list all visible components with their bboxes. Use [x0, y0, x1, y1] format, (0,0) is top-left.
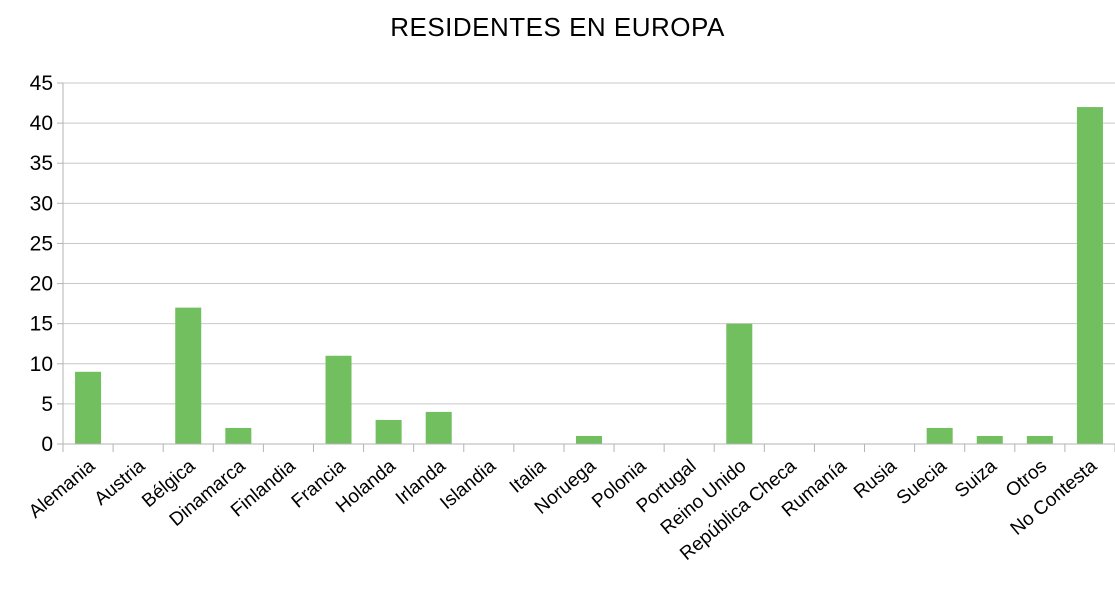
x-tick-labels: AlemaniaAustriaBélgicaDinamarcaFinlandia…: [25, 455, 1101, 564]
y-tick-label: 45: [30, 72, 53, 95]
y-tick-label: 25: [30, 232, 53, 255]
x-tick-label: No Contesta: [1007, 455, 1102, 539]
y-tick-labels: 0 5 10 15 20 25 30 35 40 45: [30, 72, 53, 456]
x-tick-label: Suiza: [951, 455, 1001, 502]
x-tick-label: Rusia: [850, 455, 901, 503]
y-tick-label: 40: [30, 112, 53, 135]
bar: [926, 427, 953, 444]
chart-title: RESIDENTES EN EUROPA: [390, 12, 725, 42]
bar: [425, 411, 452, 444]
y-tick-label: 5: [41, 393, 53, 416]
y-tick-label: 0: [41, 433, 53, 456]
gridlines: [63, 82, 1115, 445]
bar: [175, 307, 202, 444]
y-tick-label: 30: [30, 192, 53, 215]
y-tick-label: 15: [30, 313, 53, 336]
y-tick-label: 20: [30, 273, 53, 296]
bar: [1076, 107, 1103, 445]
bar: [75, 371, 102, 444]
bar: [976, 435, 1003, 444]
y-tick-label: 35: [30, 152, 53, 175]
bars: [75, 107, 1103, 445]
y-tick-label: 10: [30, 353, 53, 376]
x-tick-label: Suecia: [893, 455, 951, 509]
bar: [375, 419, 402, 444]
bar: [726, 323, 753, 444]
x-tick-label: Austria: [91, 455, 150, 509]
bar: [1026, 435, 1053, 444]
bar: [576, 435, 602, 444]
bar: [225, 427, 252, 444]
x-tick-label: Alemania: [25, 455, 100, 522]
x-tick-label: Islandia: [436, 455, 500, 513]
bar: [325, 355, 352, 444]
axes: [57, 82, 1115, 452]
